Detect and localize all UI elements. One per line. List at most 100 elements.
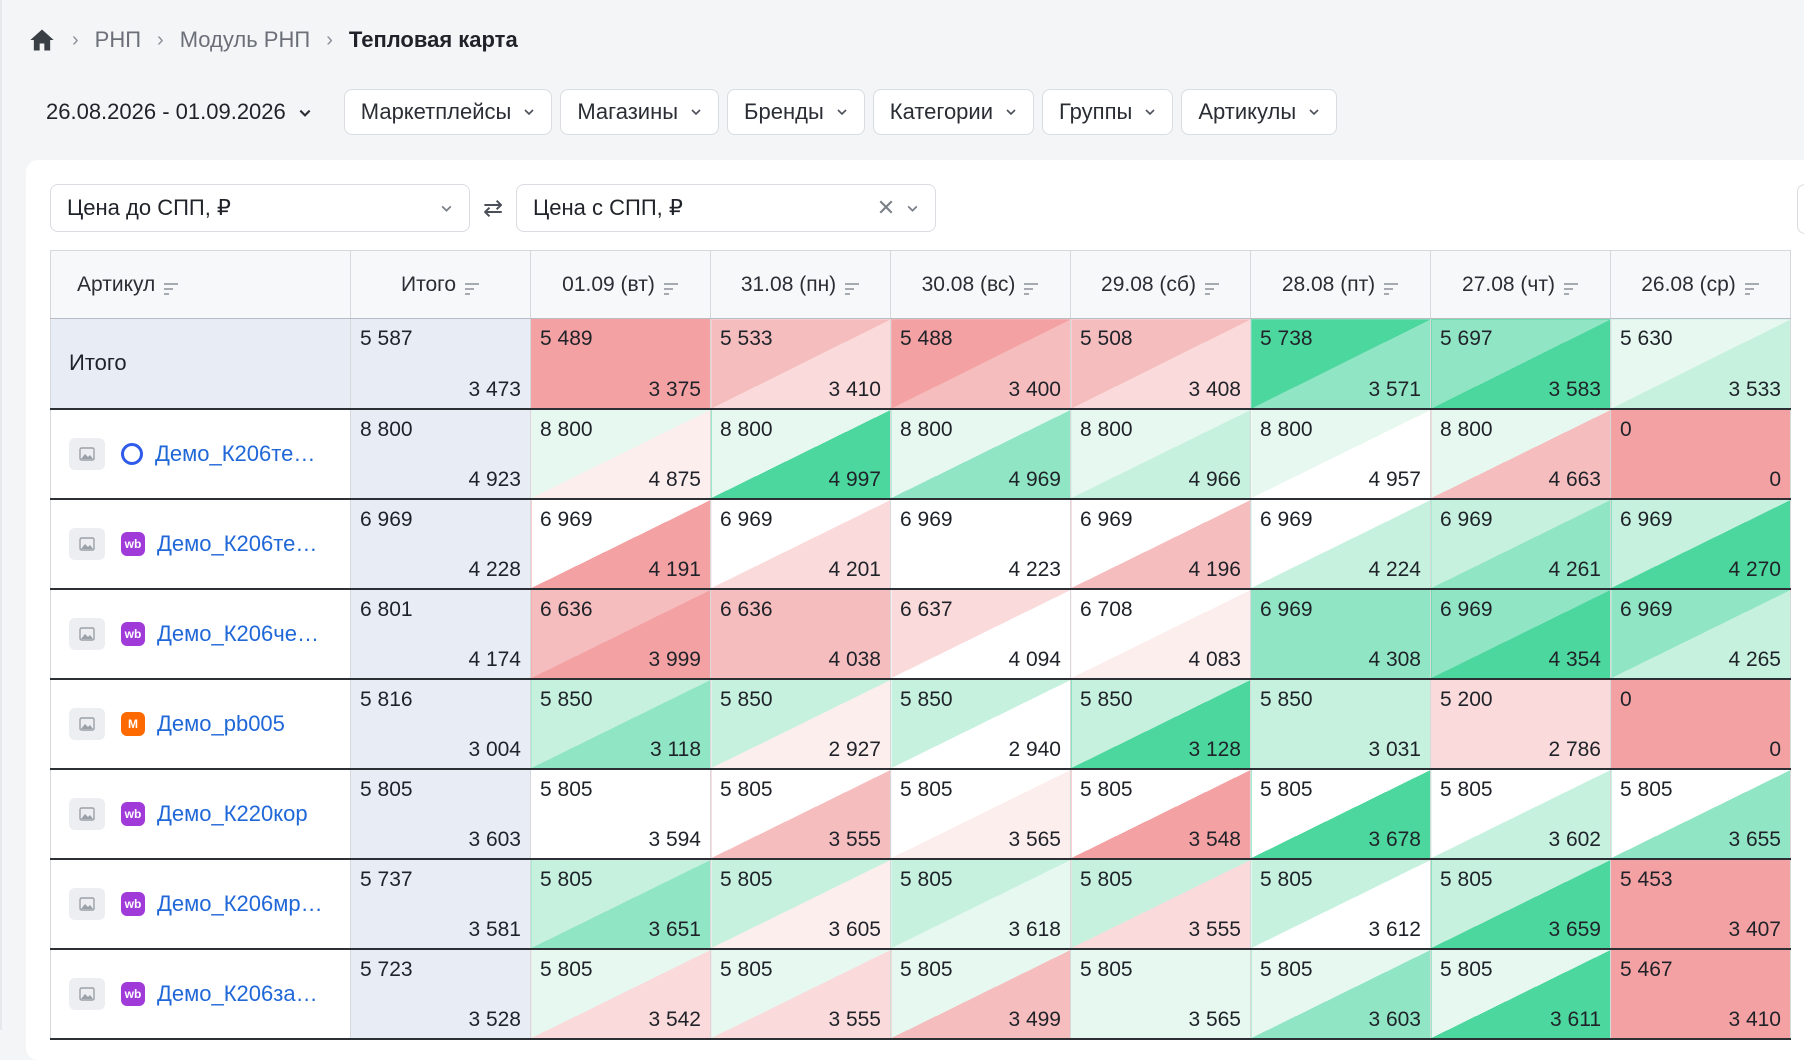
article-link[interactable]: Демо_К206че… (157, 620, 319, 646)
heat-cell[interactable]: 5 805 3 651 (530, 858, 711, 950)
heat-cell[interactable]: 8 800 4 923 (350, 408, 531, 500)
heat-cell[interactable]: 5 453 3 407 (1610, 858, 1791, 950)
heat-cell[interactable]: 5 816 3 004 (350, 678, 531, 770)
heat-cell[interactable]: 5 587 3 473 (350, 318, 531, 410)
heat-cell[interactable]: 5 850 2 940 (890, 678, 1071, 770)
heat-cell[interactable]: 5 805 3 548 (1070, 768, 1251, 860)
heat-cell[interactable]: 6 969 4 308 (1250, 588, 1431, 680)
sort-icon[interactable] (1383, 278, 1399, 295)
heat-cell[interactable]: 5 697 3 583 (1430, 318, 1611, 410)
sort-icon[interactable] (1023, 278, 1039, 295)
settings-button[interactable] (1797, 184, 1804, 234)
heat-cell[interactable]: 5 805 3 612 (1250, 858, 1431, 950)
heat-cell[interactable]: 5 805 3 655 (1610, 768, 1791, 860)
filter-marketplaces[interactable]: Маркетплейсы (343, 89, 553, 135)
heat-cell[interactable]: 6 969 4 261 (1430, 498, 1611, 590)
heat-cell[interactable]: 6 969 4 228 (350, 498, 531, 590)
sort-icon[interactable] (163, 278, 179, 295)
filter-categories[interactable]: Категории (872, 89, 1034, 135)
heat-cell[interactable]: 5 805 3 542 (530, 948, 711, 1040)
article-link[interactable]: Демо_pb005 (157, 710, 285, 736)
home-icon[interactable] (28, 26, 56, 54)
heat-cell[interactable]: 5 805 3 565 (890, 768, 1071, 860)
heat-cell[interactable]: 5 805 3 603 (1250, 948, 1431, 1040)
column-header-date[interactable]: Итого (350, 250, 531, 319)
heat-cell[interactable]: 5 805 3 659 (1430, 858, 1611, 950)
heat-cell[interactable]: 8 800 4 997 (710, 408, 891, 500)
heat-cell[interactable]: 5 850 3 128 (1070, 678, 1251, 770)
article-link[interactable]: Демо_К206мр… (157, 890, 323, 916)
heat-cell[interactable]: 5 805 3 603 (350, 768, 531, 860)
heat-cell[interactable]: 5 738 3 571 (1250, 318, 1431, 410)
heat-cell[interactable]: 6 969 4 201 (710, 498, 891, 590)
heat-cell[interactable]: 5 508 3 408 (1070, 318, 1251, 410)
article-link[interactable]: Демо_К220кор (157, 800, 308, 826)
heat-cell[interactable]: 6 969 4 223 (890, 498, 1071, 590)
column-header-date[interactable]: 26.08 (ср) (1610, 250, 1791, 319)
filter-articles[interactable]: Артикулы (1181, 89, 1338, 135)
sort-icon[interactable] (1563, 278, 1579, 295)
column-header-date[interactable]: 28.08 (пт) (1250, 250, 1431, 319)
heat-cell[interactable]: 8 800 4 969 (890, 408, 1071, 500)
column-header-article[interactable]: Артикул (50, 250, 351, 319)
heat-cell[interactable]: 5 805 3 602 (1430, 768, 1611, 860)
heat-cell[interactable]: 6 636 3 999 (530, 588, 711, 680)
close-icon[interactable] (878, 195, 894, 221)
heat-cell[interactable]: 5 467 3 410 (1610, 948, 1791, 1040)
heat-cell[interactable]: 8 800 4 875 (530, 408, 711, 500)
heat-cell[interactable]: 6 636 4 038 (710, 588, 891, 680)
heat-cell[interactable]: 5 533 3 410 (710, 318, 891, 410)
metric-select-top[interactable]: Цена до СПП, ₽ (50, 184, 470, 232)
heat-cell[interactable]: 5 805 3 555 (1070, 858, 1251, 950)
heat-cell[interactable]: 6 969 4 354 (1430, 588, 1611, 680)
article-link[interactable]: Демо_К206те… (155, 440, 316, 466)
heat-cell[interactable]: 5 805 3 499 (890, 948, 1071, 1040)
heat-cell[interactable]: 5 805 3 555 (710, 948, 891, 1040)
heat-cell[interactable]: 5 850 2 927 (710, 678, 891, 770)
column-header-date[interactable]: 01.09 (вт) (530, 250, 711, 319)
heat-cell[interactable]: 5 805 3 611 (1430, 948, 1611, 1040)
sort-icon[interactable] (663, 278, 679, 295)
heat-cell[interactable]: 5 805 3 618 (890, 858, 1071, 950)
heat-cell[interactable]: 5 805 3 605 (710, 858, 891, 950)
heat-cell[interactable]: 6 969 4 191 (530, 498, 711, 590)
heat-cell[interactable]: 6 708 4 083 (1070, 588, 1251, 680)
heat-cell[interactable]: 5 805 3 678 (1250, 768, 1431, 860)
breadcrumb-item-module[interactable]: Модуль РНП (179, 27, 311, 52)
heat-cell[interactable]: 5 737 3 581 (350, 858, 531, 950)
heat-cell[interactable]: 5 630 3 533 (1610, 318, 1791, 410)
heat-cell[interactable]: 5 805 3 594 (530, 768, 711, 860)
article-link[interactable]: Демо_К206за… (157, 980, 318, 1006)
filter-groups[interactable]: Группы (1042, 89, 1174, 135)
heat-cell[interactable]: 6 969 4 270 (1610, 498, 1791, 590)
heat-cell[interactable]: 5 200 2 786 (1430, 678, 1611, 770)
date-range-picker[interactable]: 26.08.2026 - 01.09.2026 (28, 88, 328, 136)
heat-cell[interactable]: 5 805 3 555 (710, 768, 891, 860)
breadcrumb-item-rnp[interactable]: РНП (94, 27, 142, 52)
sort-icon[interactable] (1744, 278, 1760, 295)
column-header-date[interactable]: 31.08 (пн) (710, 250, 891, 319)
heat-cell[interactable]: 6 969 4 224 (1250, 498, 1431, 590)
heat-cell[interactable]: 5 805 3 565 (1070, 948, 1251, 1040)
metric-select-bottom[interactable]: Цена с СПП, ₽ (516, 184, 936, 232)
filter-shops[interactable]: Магазины (560, 89, 720, 135)
heat-cell[interactable]: 8 800 4 966 (1070, 408, 1251, 500)
column-header-date[interactable]: 30.08 (вс) (890, 250, 1071, 319)
filter-brands[interactable]: Бренды (727, 89, 865, 135)
sort-icon[interactable] (844, 278, 860, 295)
sort-icon[interactable] (1204, 278, 1220, 295)
article-link[interactable]: Демо_К206те… (157, 530, 318, 556)
heat-cell[interactable]: 5 723 3 528 (350, 948, 531, 1040)
heat-cell[interactable]: 6 801 4 174 (350, 588, 531, 680)
heat-cell[interactable]: 6 969 4 196 (1070, 498, 1251, 590)
heat-cell[interactable]: 5 489 3 375 (530, 318, 711, 410)
heat-cell[interactable]: 5 850 3 118 (530, 678, 711, 770)
column-header-date[interactable]: 29.08 (сб) (1070, 250, 1251, 319)
heat-cell[interactable]: 6 969 4 265 (1610, 588, 1791, 680)
column-header-date[interactable]: 27.08 (чт) (1430, 250, 1611, 319)
heat-cell[interactable]: 6 637 4 094 (890, 588, 1071, 680)
heat-cell[interactable]: 8 800 4 663 (1430, 408, 1611, 500)
sort-icon[interactable] (464, 278, 480, 295)
